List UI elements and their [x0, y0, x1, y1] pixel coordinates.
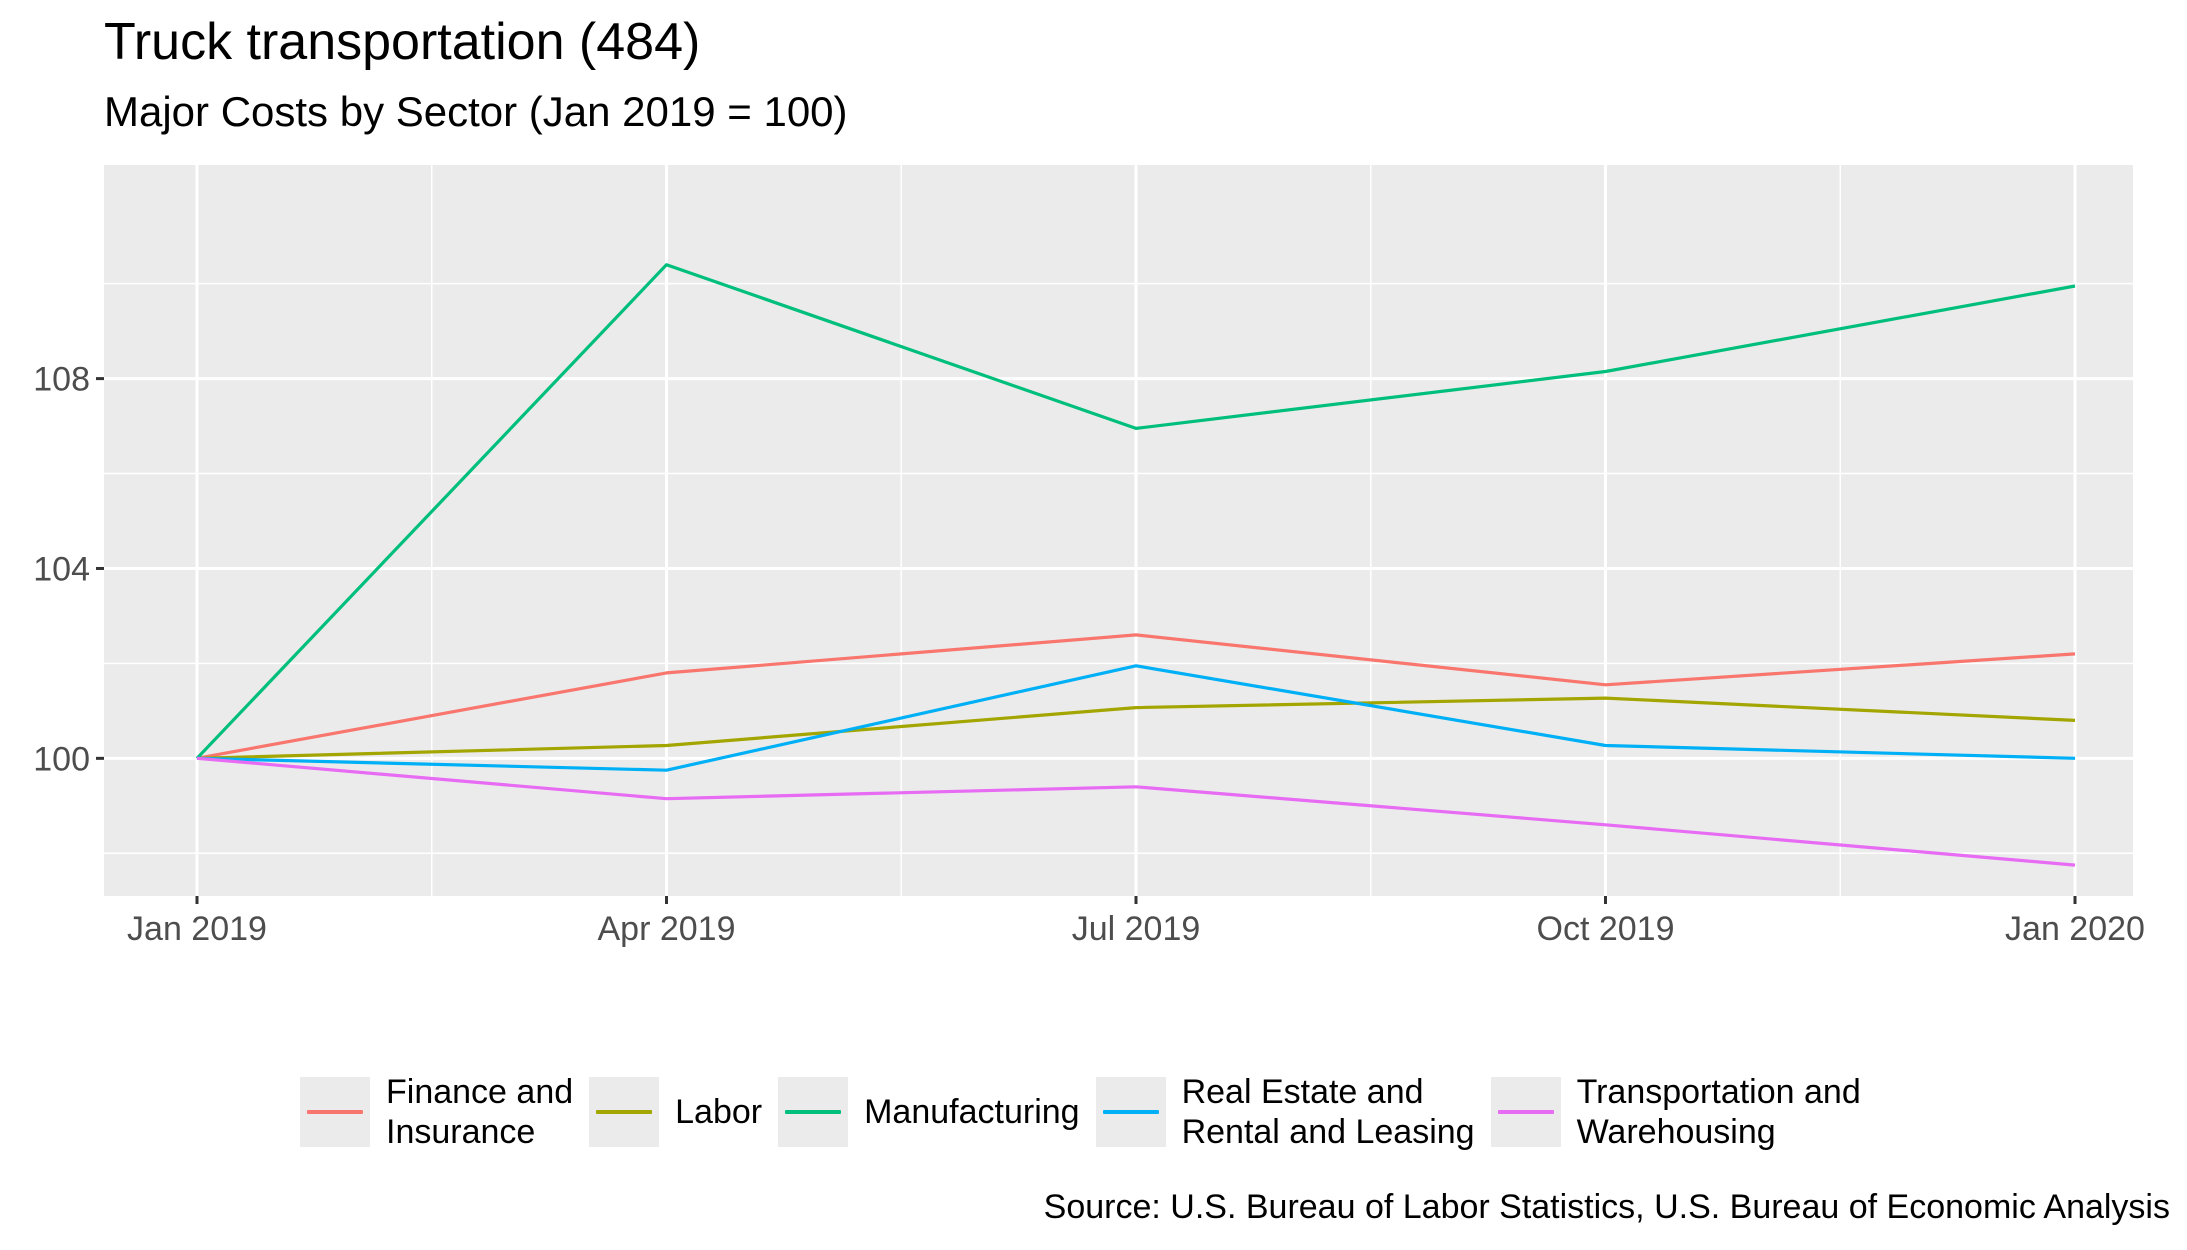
legend-key	[300, 1077, 370, 1147]
y-tick-label: 108	[33, 361, 90, 399]
x-tick-label: Jan 2019	[127, 910, 267, 948]
y-tick-label: 100	[33, 740, 90, 778]
legend-swatch	[785, 1110, 842, 1114]
legend-item-real-estate-and-rental-and-leasing: Real Estate and Rental and Leasing	[1095, 1072, 1475, 1152]
legend-label: Finance and Insurance	[386, 1073, 574, 1151]
legend-key	[1095, 1077, 1166, 1147]
series-lines	[195, 263, 2076, 867]
x-tick-label: Apr 2019	[598, 910, 736, 948]
series-line-manufacturing	[195, 263, 2076, 760]
series-line-finance-and-insurance	[196, 633, 2076, 760]
y-axis: 100 104 108	[33, 361, 90, 779]
chart-caption: Source: U.S. Bureau of Labor Statistics,…	[1043, 1188, 2170, 1226]
legend-item-transportation-and-warehousing: Transportation and Warehousing	[1490, 1072, 1861, 1152]
legend-swatch	[307, 1110, 363, 1114]
series-line-labor	[196, 696, 2076, 760]
major-gridlines	[104, 165, 2133, 896]
plot-panel	[104, 165, 2133, 896]
y-tick-label: 104	[33, 550, 90, 588]
x-tick-label: Jul 2019	[1072, 910, 1201, 948]
legend-item-manufacturing: Manufacturing	[778, 1077, 1080, 1147]
legend-swatch	[1102, 1110, 1159, 1114]
series-line-real-estate-and-rental-and-leasing	[196, 664, 2076, 772]
legend-item-finance-and-insurance: Finance and Insurance	[300, 1072, 573, 1152]
legend-label: Transportation and Warehousing	[1576, 1073, 1861, 1151]
minor-gridlines	[104, 165, 2133, 896]
series-line-transportation-and-warehousing	[196, 756, 2076, 867]
x-axis: Jan 2019 Apr 2019 Jul 2019 Oct 2019 Jan 2020	[127, 910, 2145, 948]
legend-item-labor: Labor	[589, 1077, 762, 1147]
chart-title: Truck transportation (484)	[104, 13, 701, 71]
chart-subtitle: Major Costs by Sector (Jan 2019 = 100)	[104, 88, 848, 135]
legend-key	[1490, 1077, 1561, 1147]
legend-key	[589, 1077, 660, 1147]
legend-label: Labor	[675, 1093, 763, 1131]
axis-ticks	[96, 377, 2077, 904]
legend-label: Real Estate and Rental and Leasing	[1181, 1073, 1475, 1151]
legend-swatch	[1497, 1110, 1554, 1114]
x-tick-label: Oct 2019	[1537, 910, 1675, 948]
legend-swatch	[596, 1110, 653, 1114]
x-tick-label: Jan 2020	[2005, 910, 2145, 948]
legend: Finance and Insurance Labor Manufacturing R…	[300, 1072, 1877, 1152]
legend-key	[778, 1077, 849, 1147]
legend-label: Manufacturing	[864, 1093, 1080, 1131]
